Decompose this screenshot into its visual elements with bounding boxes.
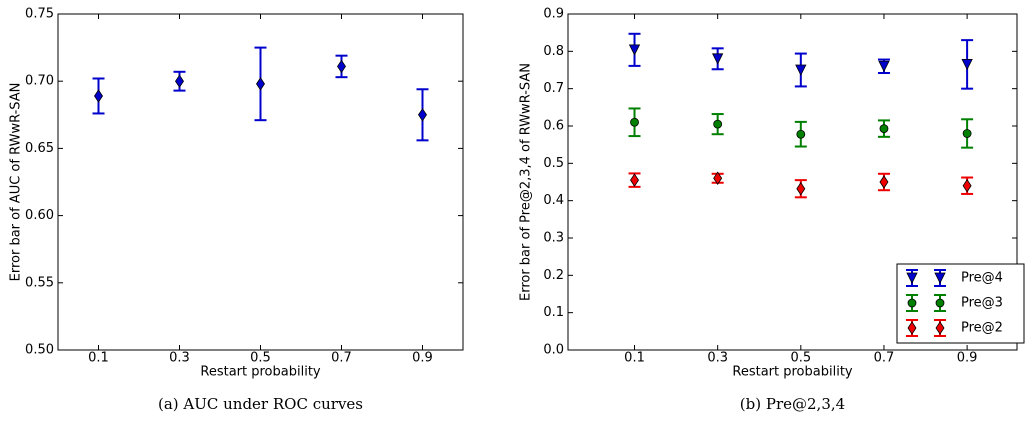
- y-tick-label: 0.0: [543, 343, 564, 358]
- marker: [94, 89, 103, 103]
- y-tick-label: 0.5: [543, 156, 564, 171]
- x-tick-label: 0.5: [250, 351, 271, 366]
- marker: [962, 179, 972, 193]
- x-tick-label: 0.3: [169, 351, 190, 366]
- marker: [935, 321, 945, 335]
- y-tick-label: 0.7: [543, 81, 564, 96]
- marker: [175, 74, 184, 88]
- marker: [935, 298, 945, 308]
- marker: [337, 59, 346, 74]
- marker: [712, 53, 724, 65]
- x-tick-label: 0.5: [790, 351, 811, 366]
- marker: [630, 117, 639, 127]
- marker: [934, 272, 946, 284]
- plot-frame: [567, 13, 1018, 351]
- caption: (b) Pre@2,3,4: [740, 395, 845, 413]
- y-tick-label: 0.65: [25, 141, 54, 156]
- y-tick-label: 0.70: [25, 74, 54, 89]
- legend: Pre@4 Pre@3 Pre@2: [896, 263, 1025, 344]
- x-tick-label: 0.9: [412, 351, 433, 366]
- marker: [713, 171, 723, 185]
- marker: [907, 298, 917, 308]
- x-tick-label: 0.3: [707, 351, 728, 366]
- y-tick-label: 0.55: [25, 275, 54, 290]
- marker: [256, 77, 265, 91]
- y-tick-label: 0.1: [543, 305, 564, 320]
- y-axis-label: Error bar of Pre@2,3,4 of RWwR-SAN: [519, 63, 534, 301]
- y-tick-label: 0.9: [543, 7, 564, 22]
- y-axis-label: Error bar of AUC of RWwR-SAN: [9, 83, 24, 282]
- marker: [796, 129, 806, 139]
- marker: [878, 60, 890, 73]
- y-tick-label: 0.50: [25, 343, 54, 358]
- marker: [961, 59, 973, 71]
- y-tick-label: 0.4: [543, 193, 564, 208]
- x-tick-label: 0.7: [874, 351, 895, 366]
- legend-label: Pre@3: [961, 296, 1003, 311]
- x-axis-label: Restart probability: [200, 365, 321, 380]
- y-tick-label: 0.8: [543, 44, 564, 59]
- y-tick-label: 0.3: [543, 231, 564, 246]
- marker: [418, 108, 427, 122]
- x-tick-label: 0.1: [88, 351, 109, 366]
- marker: [795, 64, 807, 76]
- x-tick-label: 0.7: [331, 351, 352, 366]
- marker: [962, 129, 972, 138]
- marker: [796, 181, 806, 196]
- marker: [628, 44, 641, 56]
- marker: [907, 321, 917, 335]
- caption: (a) AUC under ROC curves: [158, 395, 363, 413]
- y-tick-label: 0.60: [25, 208, 54, 223]
- x-axis-label: Restart probability: [732, 365, 853, 380]
- marker: [906, 272, 918, 284]
- marker: [630, 173, 639, 187]
- marker: [713, 119, 723, 129]
- y-tick-label: 0.2: [543, 268, 564, 283]
- y-tick-label: 0.75: [25, 7, 54, 22]
- legend-box: [896, 263, 1025, 344]
- legend-label: Pre@2: [961, 321, 1003, 336]
- marker: [879, 124, 889, 134]
- x-tick-label: 0.1: [624, 351, 645, 366]
- marker: [879, 175, 889, 189]
- legend-label: Pre@4: [961, 271, 1003, 286]
- x-tick-label: 0.9: [957, 351, 978, 366]
- y-tick-label: 0.6: [543, 119, 564, 134]
